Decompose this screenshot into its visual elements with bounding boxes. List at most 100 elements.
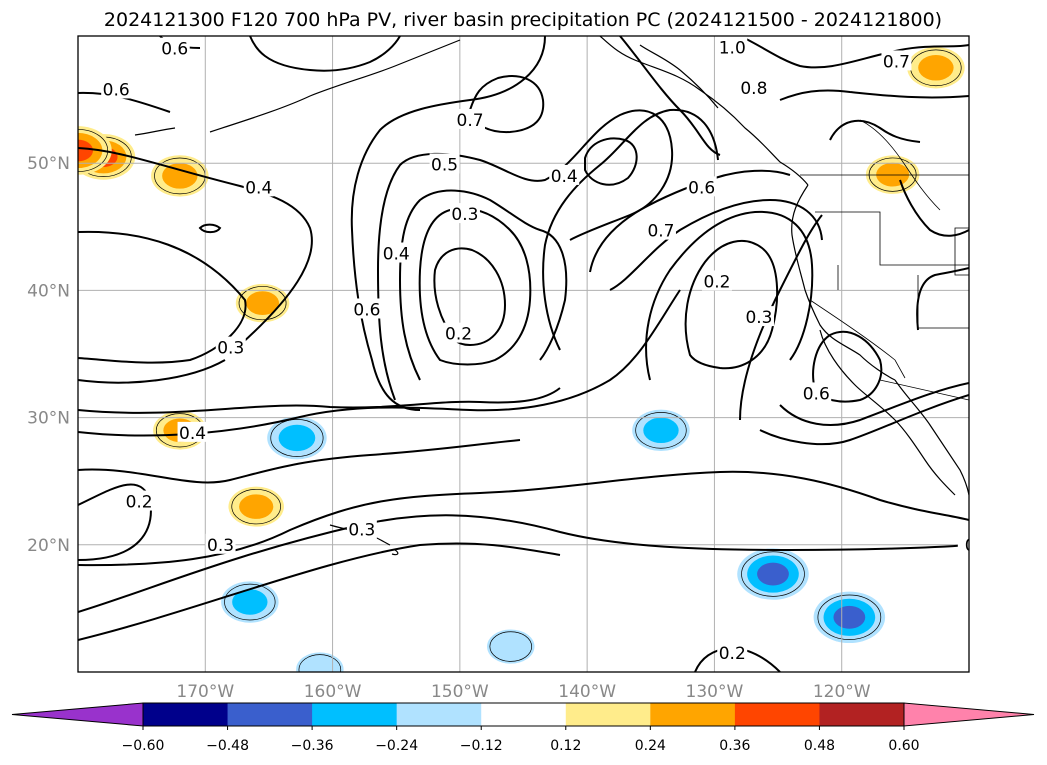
contour-label-bg xyxy=(101,78,132,99)
contour-label: 0.8 xyxy=(740,79,767,99)
colorbar-tick-label: 0.36 xyxy=(719,738,750,754)
contour-label-bg xyxy=(346,518,377,539)
colorbar-segment xyxy=(143,703,229,726)
contour-line xyxy=(619,36,721,156)
coastline xyxy=(599,36,809,186)
colorbar-segment xyxy=(312,703,398,726)
contour-label-bg xyxy=(801,382,832,403)
colorbar-tick-label: −0.36 xyxy=(291,738,334,754)
precip-outline xyxy=(238,286,287,321)
contour-line xyxy=(759,394,969,446)
y-tick-label: 50°N xyxy=(27,154,70,174)
coastline xyxy=(134,127,176,136)
contour-line xyxy=(78,359,226,384)
contour-label-bg xyxy=(701,270,732,291)
x-tick-label: 170°W xyxy=(176,682,234,702)
precip-blob xyxy=(278,424,316,452)
precip-outline xyxy=(298,654,342,672)
contour-line xyxy=(376,109,674,401)
colorbar-segment xyxy=(481,703,567,726)
coastline xyxy=(819,329,956,496)
precip-blob xyxy=(757,562,789,586)
contour-label-bg xyxy=(381,242,412,263)
precip-blob xyxy=(239,494,274,519)
political-borders xyxy=(800,119,969,401)
precip-outline xyxy=(270,419,324,457)
contour-label-bg xyxy=(455,108,486,129)
colorbar-segment xyxy=(819,703,905,726)
precip-blob xyxy=(78,139,93,162)
colorbar-tick-label: 0.48 xyxy=(804,738,835,754)
contour-label: 0.2 xyxy=(445,325,472,345)
contour-label: 0.2 xyxy=(719,644,746,664)
contour-line xyxy=(78,147,313,346)
contour-line xyxy=(78,542,561,641)
contour-line xyxy=(398,189,568,381)
border-line xyxy=(917,275,969,329)
contour-line xyxy=(468,75,545,134)
contour-label-bg xyxy=(443,322,474,343)
colorbar-segment xyxy=(565,703,651,726)
border-line xyxy=(809,299,906,379)
contour-label: 0. xyxy=(965,536,981,556)
contour-label: 0.4 xyxy=(551,167,578,187)
precip-outline xyxy=(78,129,109,172)
coastline xyxy=(639,44,719,109)
colorbar-tick-label: 0.24 xyxy=(635,738,666,754)
contour-label: 0.5 xyxy=(431,155,458,175)
precip-blob xyxy=(232,589,268,615)
precip-outline xyxy=(231,488,281,525)
contour-label: 0.6 xyxy=(161,40,188,60)
contour-label: 0.3 xyxy=(745,308,772,328)
contour-label-bg xyxy=(177,421,208,442)
x-tick-label: 150°W xyxy=(431,682,489,702)
contour-label: 0.4 xyxy=(179,424,206,444)
contour-label-bg xyxy=(449,203,480,224)
colorbar-segment xyxy=(396,703,482,726)
precip-outline xyxy=(489,631,533,662)
contour-line xyxy=(645,210,814,381)
precip-blob xyxy=(918,55,954,81)
colorbar-extend-low xyxy=(11,702,144,727)
precip-blob xyxy=(643,417,679,444)
colorbar-tick-label: −0.48 xyxy=(206,738,249,754)
coastline xyxy=(791,184,896,381)
contour-label-bg xyxy=(351,298,382,319)
contour-line xyxy=(916,267,969,331)
contour-line xyxy=(350,36,546,411)
colorbar-tick-label: −0.60 xyxy=(122,738,165,754)
contour-labels: 0.6 1.0 0.7 0.6 0.8 0.7 0.5 0.4 0.4 0.6 0.3 0.7 0.4 0… xyxy=(101,36,981,664)
contour-line xyxy=(418,207,532,366)
colorbar-tick-label: 0.60 xyxy=(888,738,919,754)
colorbar-tick-label: −0.24 xyxy=(375,738,418,754)
contour-label: 0.3 xyxy=(451,205,478,225)
colorbar-tick-label: 0.12 xyxy=(550,738,581,754)
precip-outline xyxy=(741,551,805,597)
pv-contours xyxy=(78,36,969,672)
map-frame xyxy=(77,35,970,673)
contour-line xyxy=(542,108,719,351)
contour-line xyxy=(589,169,791,273)
contour-line xyxy=(198,223,222,234)
contour-label-bg xyxy=(957,533,969,554)
colorbar-segment xyxy=(650,703,736,726)
precip-outline xyxy=(224,583,276,621)
border-line xyxy=(859,119,941,211)
contour-line xyxy=(779,89,969,101)
precip-blob xyxy=(487,629,535,664)
contour-label: 0.7 xyxy=(457,111,484,131)
x-tick-label: 160°W xyxy=(304,682,362,702)
x-tick-label: 130°W xyxy=(686,682,744,702)
contour-label: 0.6 xyxy=(353,300,380,320)
contour-label-bg xyxy=(738,77,769,98)
x-tick-label: 120°W xyxy=(813,682,871,702)
contour-label-bg xyxy=(881,50,912,71)
contour-label-bg xyxy=(549,164,580,185)
contour-line xyxy=(78,439,521,484)
contour-label: 0.7 xyxy=(883,52,910,72)
contour-label: 0.6 xyxy=(103,80,130,100)
colorbar: −0.60 −0.48 −0.36 −0.24 −0.12 0.12 0.24 0.36 0.4… xyxy=(11,702,1035,754)
colorbar-frame xyxy=(142,702,905,727)
contour-line xyxy=(78,514,969,613)
